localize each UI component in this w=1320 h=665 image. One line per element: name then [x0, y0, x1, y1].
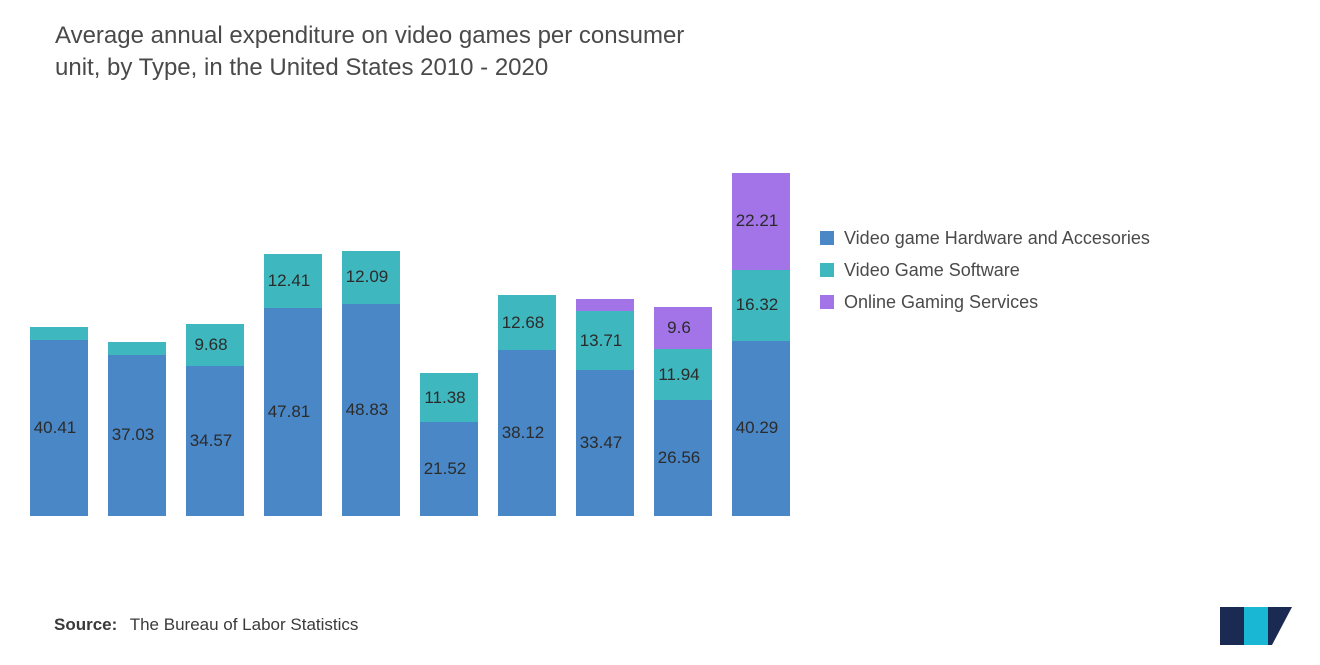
chart-title: Average annual expenditure on video game…	[55, 20, 715, 85]
bar-segment	[264, 308, 322, 516]
legend-swatch	[820, 295, 834, 309]
stacked-bar-plot: 40.41201137.03201234.579.68201347.8112.4…	[16, 168, 798, 516]
bar-segment	[732, 341, 790, 516]
legend-swatch	[820, 263, 834, 277]
legend: Video game Hardware and Accesories Video …	[820, 222, 1150, 318]
legend-label: Video Game Software	[844, 260, 1020, 281]
bar-segment	[576, 311, 634, 371]
bar-segment	[108, 342, 166, 355]
source-label: Source:	[54, 615, 117, 634]
bar-segment	[498, 350, 556, 516]
bar-segment	[342, 304, 400, 516]
bar-segment	[108, 355, 166, 516]
bar-segment	[420, 422, 478, 516]
bar-segment	[342, 251, 400, 304]
bar-segment	[654, 307, 712, 349]
source-text: The Bureau of Labor Statistics	[130, 615, 359, 634]
legend-label: Video game Hardware and Accesories	[844, 228, 1150, 249]
bar-segment	[576, 299, 634, 311]
bar-segment	[30, 327, 88, 340]
bar-segment	[654, 349, 712, 401]
bar-segment	[186, 324, 244, 366]
bar-segment	[576, 370, 634, 516]
bar-segment	[264, 254, 322, 308]
legend-item: Video game Hardware and Accesories	[820, 222, 1150, 254]
bar-segment	[186, 366, 244, 516]
bar-segment	[30, 340, 88, 516]
bar-segment	[420, 373, 478, 423]
bar-segment	[732, 173, 790, 270]
legend-item: Online Gaming Services	[820, 286, 1150, 318]
legend-label: Online Gaming Services	[844, 292, 1038, 313]
source-line: Source: The Bureau of Labor Statistics	[54, 615, 358, 635]
bar-segment	[732, 270, 790, 341]
bar-segment	[654, 400, 712, 516]
brand-logo-icon	[1220, 601, 1294, 645]
legend-swatch	[820, 231, 834, 245]
bar-segment	[498, 295, 556, 350]
legend-item: Video Game Software	[820, 254, 1150, 286]
